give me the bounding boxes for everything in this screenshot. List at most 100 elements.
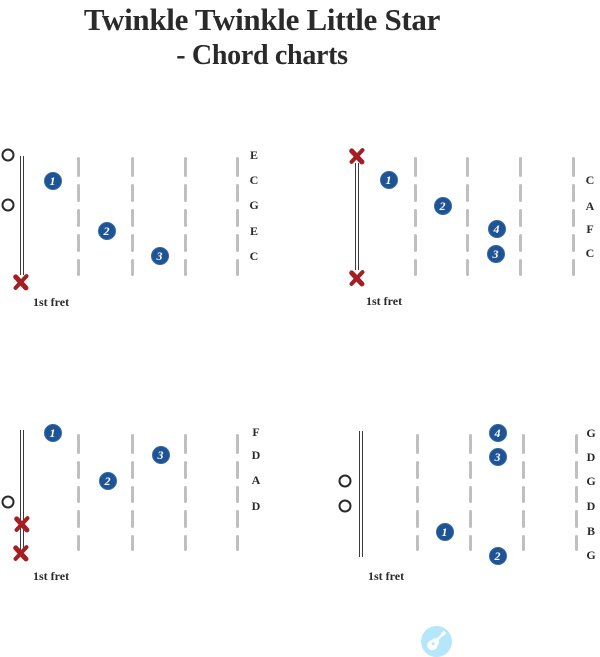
fret-line-segment <box>413 157 417 177</box>
fret-line-segment <box>465 258 469 276</box>
fret-line-segment <box>235 208 239 227</box>
fret-line-segment <box>518 258 522 276</box>
string-note-label: D <box>586 450 596 464</box>
first-fret-label: 1st fret <box>33 295 70 309</box>
fret-line-segment <box>235 434 239 454</box>
fret-line-segment <box>465 208 469 227</box>
fret-line-segment <box>571 258 575 276</box>
fret-line-segment <box>76 460 80 479</box>
open-string-icon <box>338 474 352 488</box>
fret-line-segment <box>183 434 187 454</box>
fret-line-segment <box>76 434 80 454</box>
string-note-label: C <box>585 246 595 260</box>
fret-line-segment <box>130 208 134 227</box>
muted-string-icon <box>11 513 33 535</box>
fret-line-segment <box>130 485 134 503</box>
finger-position: 2 <box>98 222 116 240</box>
fret-line-segment <box>76 258 80 276</box>
finger-position: 1 <box>436 523 454 541</box>
fret-line-segment <box>574 460 578 479</box>
fret-line-segment <box>183 233 187 252</box>
string-note-label: D <box>586 499 596 513</box>
string-note-label: G <box>249 198 259 212</box>
fret-line-segment <box>468 460 472 479</box>
fret-line-segment <box>465 157 469 177</box>
string-note-label: F <box>252 425 260 439</box>
fret-line-segment <box>76 208 80 227</box>
fret-line-segment <box>130 157 134 177</box>
string-note-label: E <box>249 148 259 162</box>
fret-line-segment <box>76 233 80 252</box>
fret-line-segment <box>413 233 417 252</box>
open-string-icon <box>1 198 15 212</box>
fret-line-segment <box>415 509 419 528</box>
fret-line-segment <box>415 460 419 479</box>
fret-line-segment <box>574 534 578 551</box>
fret-line-segment <box>571 157 575 177</box>
page-subtitle: - Chord charts <box>176 40 348 71</box>
finger-position: 2 <box>99 472 117 490</box>
finger-position: 3 <box>151 247 169 265</box>
string-note-label: G <box>586 474 596 488</box>
fret-line-segment <box>521 534 525 551</box>
finger-position: 1 <box>380 171 398 189</box>
string-note-label: C <box>249 249 259 263</box>
fret-line-segment <box>415 534 419 551</box>
fret-line-segment <box>183 509 187 528</box>
finger-position: 4 <box>488 220 506 238</box>
fret-line-segment <box>183 460 187 479</box>
fret-line-segment <box>130 183 134 202</box>
string-note-label: D <box>251 499 261 513</box>
fret-line-segment <box>183 208 187 227</box>
finger-position: 1 <box>44 172 62 190</box>
string-note-label: C <box>249 173 259 187</box>
fret-line-segment <box>235 534 239 551</box>
fret-line-segment <box>574 434 578 454</box>
fret-line-segment <box>183 258 187 276</box>
first-fret-label: 1st fret <box>366 294 403 308</box>
fret-line-segment <box>468 434 472 454</box>
muted-string-icon <box>10 271 32 293</box>
fret-line-segment <box>574 485 578 503</box>
fret-line-segment <box>76 183 80 202</box>
fret-line-segment <box>465 233 469 252</box>
fret-line-segment <box>413 208 417 227</box>
fret-line-segment <box>76 485 80 503</box>
fret-line-segment <box>130 534 134 551</box>
fret-line-segment <box>521 485 525 503</box>
fret-line-segment <box>183 183 187 202</box>
fret-line-segment <box>571 233 575 252</box>
finger-position: 1 <box>44 424 62 442</box>
fret-line-segment <box>130 460 134 479</box>
fret-line-segment <box>130 434 134 454</box>
fret-line-segment <box>413 183 417 202</box>
string-note-label: E <box>249 224 259 238</box>
fret-line-segment <box>468 534 472 551</box>
fret-line-segment <box>76 509 80 528</box>
fret-line-segment <box>76 157 80 177</box>
string-note-label: G <box>586 548 596 562</box>
fret-line-segment <box>468 509 472 528</box>
fret-line-segment <box>183 485 187 503</box>
fret-line-segment <box>235 258 239 276</box>
fret-line-segment <box>235 183 239 202</box>
guitar-badge <box>420 625 452 657</box>
finger-position: 3 <box>152 446 170 464</box>
finger-position: 2 <box>434 197 452 215</box>
fret-line-segment <box>518 157 522 177</box>
fret-line-segment <box>574 509 578 528</box>
fret-line-segment <box>571 208 575 227</box>
fret-line-segment <box>183 534 187 551</box>
string-note-label: B <box>586 524 596 538</box>
finger-position: 3 <box>487 245 505 263</box>
fret-line-segment <box>468 485 472 503</box>
fret-line-segment <box>183 157 187 177</box>
first-fret-label: 1st fret <box>368 569 405 583</box>
fret-line-segment <box>235 509 239 528</box>
fret-line-segment <box>235 485 239 503</box>
nut-line <box>19 156 24 275</box>
muted-string-icon <box>346 267 368 289</box>
fret-line-segment <box>521 509 525 528</box>
fret-line-segment <box>235 157 239 177</box>
first-fret-label: 1st fret <box>33 569 70 583</box>
